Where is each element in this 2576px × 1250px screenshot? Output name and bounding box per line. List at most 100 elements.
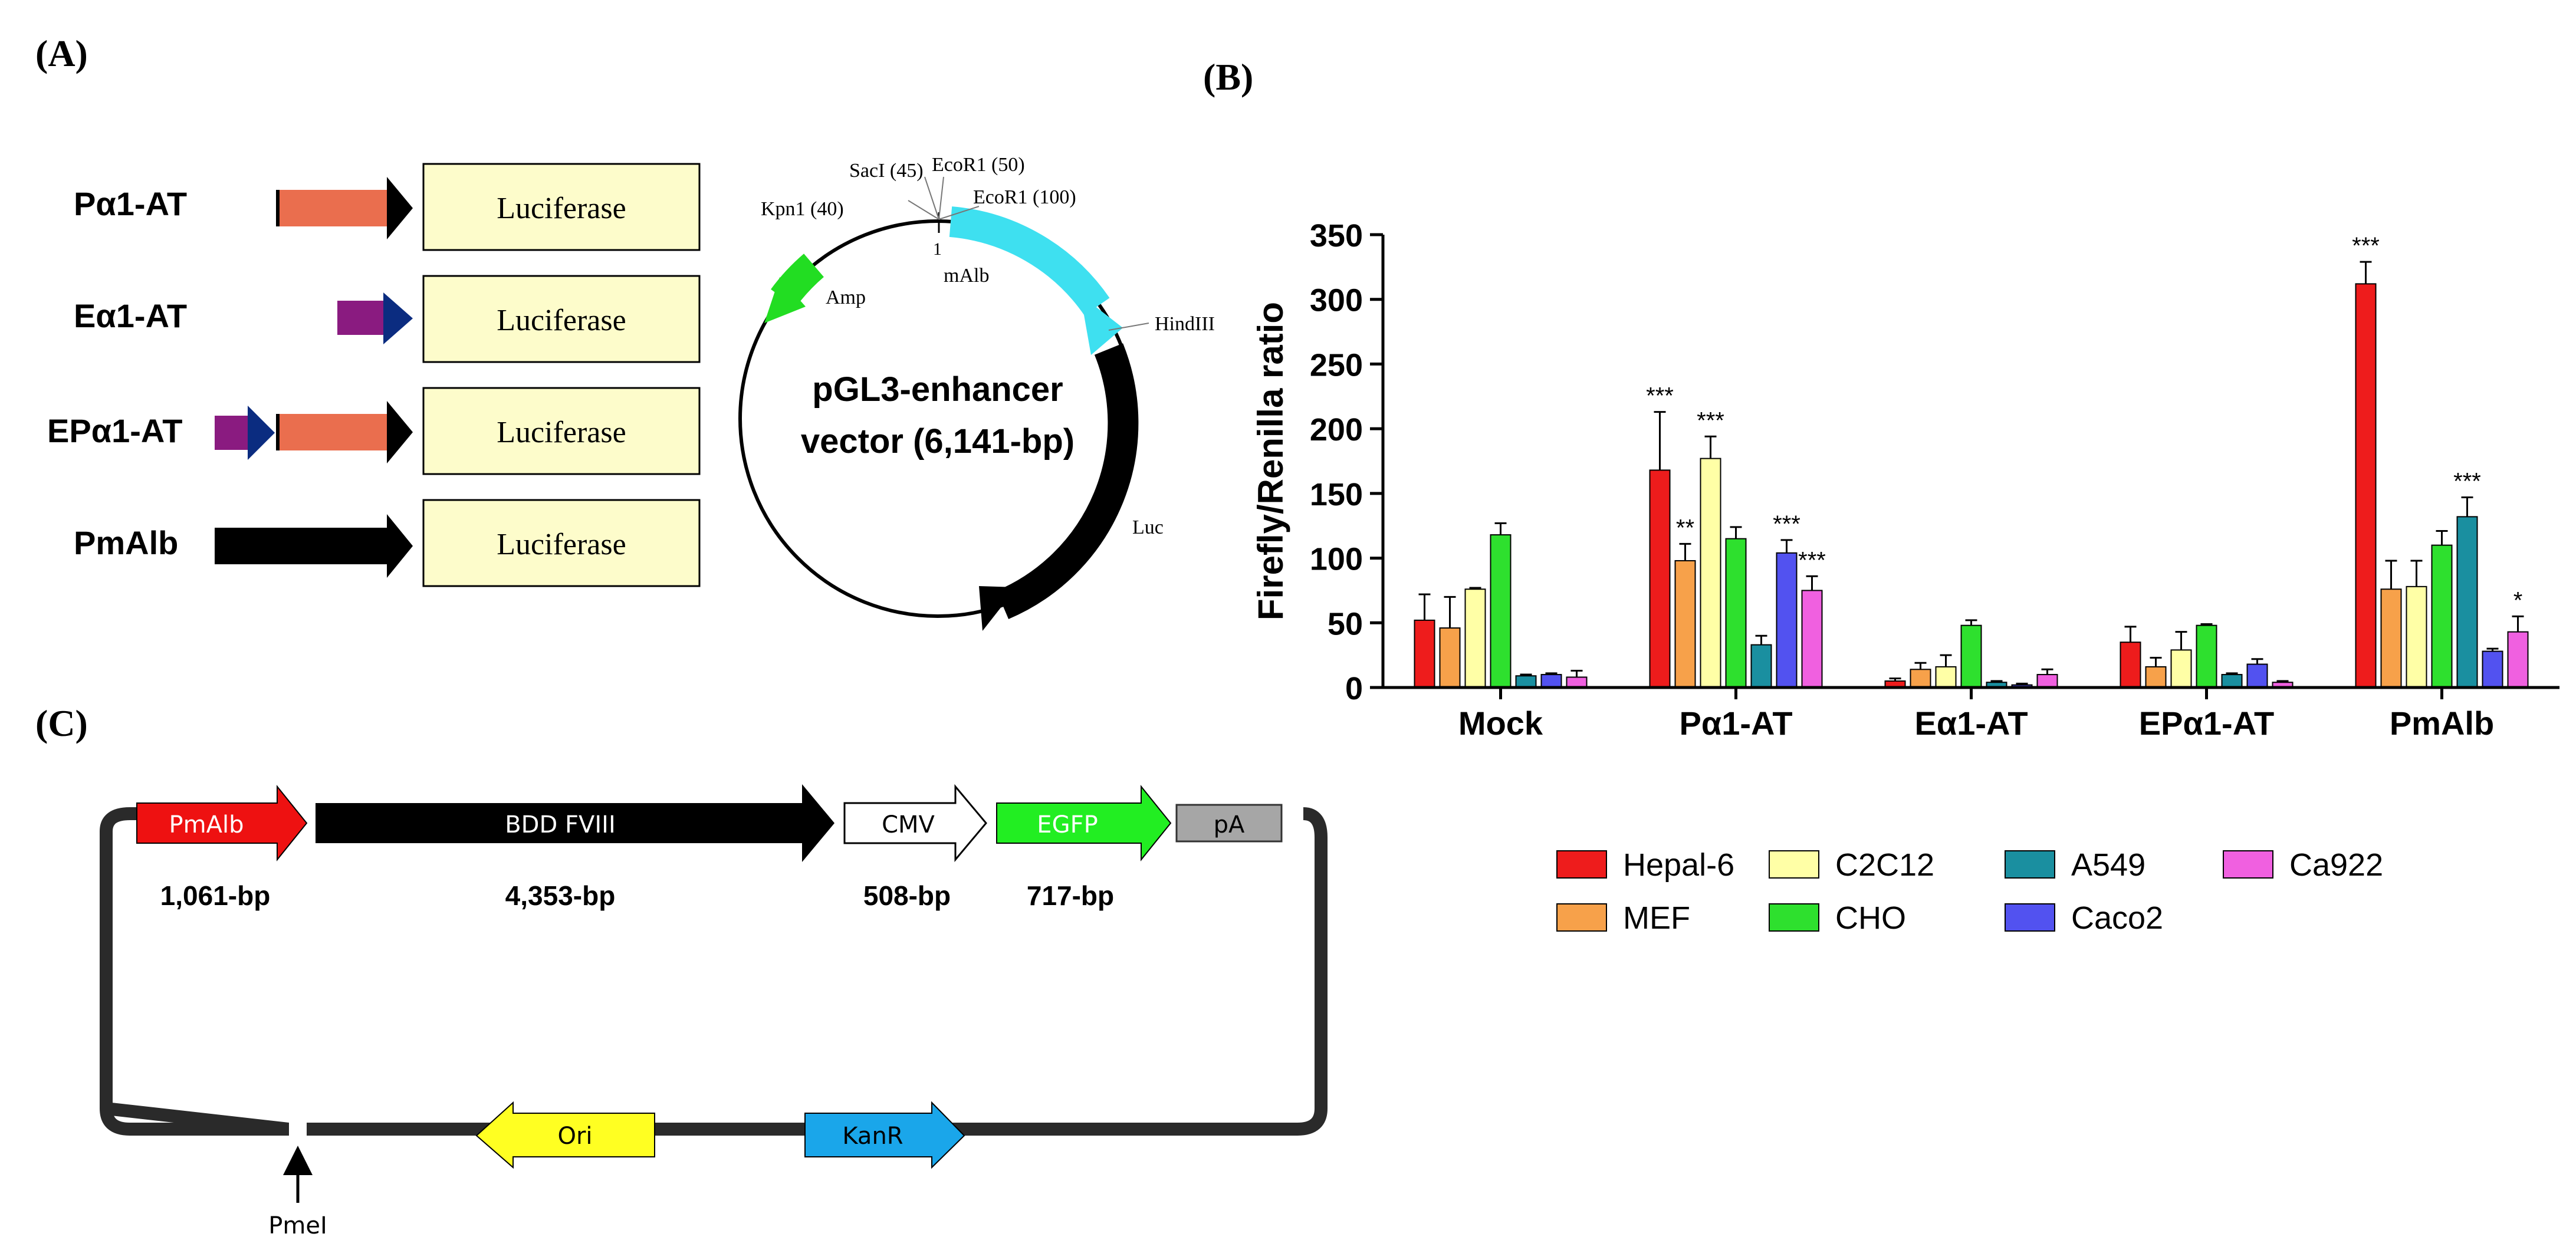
- bar-a549-3: [2221, 674, 2243, 688]
- malb-arrow: [1080, 295, 1123, 355]
- bar-mef-0: [1439, 627, 1461, 689]
- x-tick-label: EPα1-AT: [2139, 705, 2274, 742]
- feature-malb: mAlb: [944, 265, 989, 287]
- cmv-size: 508-bp: [863, 880, 951, 911]
- significance-label: ***: [2352, 233, 2380, 259]
- significance-label: ***: [1773, 511, 1800, 537]
- luciferase-label: Luciferase: [497, 416, 626, 449]
- legend-swatch-ca922: [2223, 850, 2273, 879]
- bar-hepal-6-1: [1649, 469, 1671, 688]
- egfp-size: 717-bp: [1027, 880, 1114, 911]
- luciferase-box: [422, 275, 701, 363]
- significance-label: **: [1676, 515, 1694, 541]
- feature-luc: Luc: [1132, 517, 1164, 538]
- bar-c2c12-2: [1935, 666, 1957, 689]
- egfp-label: EGFP: [1037, 811, 1098, 838]
- legend-swatch-c2c12: [1769, 850, 1819, 879]
- promoter-edge: [276, 414, 280, 450]
- legend-swatch-a549: [2005, 850, 2055, 879]
- fviii-element: [316, 784, 834, 862]
- legend-label-hepal-6: Hepal-6: [1623, 847, 1734, 883]
- y-tick-label: 200: [1310, 412, 1363, 448]
- significance-label: ***: [2453, 468, 2481, 494]
- bars: *********************: [1414, 233, 2529, 689]
- bar-a549-0: [1515, 675, 1537, 689]
- panel-label-c: (C): [35, 702, 88, 744]
- legend: Hepal-6 MEF C2C12 CHO A549 Caco2 Ca922: [1556, 847, 2383, 936]
- y-tick-label: 300: [1310, 283, 1363, 318]
- arrow-head: [387, 401, 413, 463]
- legend-label-cho: CHO: [1835, 900, 1906, 936]
- legend-swatch-hepal-6: [1556, 850, 1607, 879]
- bar-cho-4: [2431, 544, 2453, 689]
- enhancer-arrow: [248, 406, 275, 460]
- luciferase-box: [422, 163, 701, 251]
- fviii-size: 4,353-bp: [505, 880, 616, 911]
- panel-label-a: (A): [35, 32, 88, 74]
- bar-ca922-2: [2036, 674, 2058, 688]
- luciferase-box: [422, 387, 701, 475]
- site-ecor1-50: EcoR1 (50): [932, 154, 1025, 176]
- malb-segment: [949, 206, 1110, 315]
- site-hindiii: HindIII: [1155, 313, 1215, 335]
- kanr-label: KanR: [842, 1123, 903, 1150]
- bar-cho-0: [1490, 534, 1512, 688]
- plasmid-title-2: vector (6,141-bp): [801, 422, 1075, 460]
- x-tick-label: Mock: [1458, 705, 1543, 742]
- site-line: [938, 206, 980, 220]
- bar-caco2-4: [2482, 650, 2503, 689]
- enhancer-block: [337, 301, 387, 335]
- panel-c: PmAlb BDD FVIII CMV EGFP pA 1,061-bp 4,3…: [99, 784, 1328, 1239]
- y-axis-label: Firefly/Renilla ratio: [1251, 302, 1290, 620]
- bar-c2c12-3: [2170, 649, 2192, 689]
- bar-c2c12-0: [1464, 588, 1486, 689]
- legend-label-mef: MEF: [1623, 900, 1690, 936]
- bar-mef-2: [1910, 669, 1931, 689]
- site-saci: SacI (45): [849, 160, 924, 182]
- enhancer-block: [215, 416, 251, 450]
- significance-label: ***: [1798, 547, 1826, 573]
- arrow-head: [387, 177, 413, 239]
- bar-a549-4: [2456, 516, 2478, 689]
- bar-caco2-0: [1540, 674, 1562, 688]
- ori-label: Ori: [557, 1123, 592, 1150]
- promoter-block: [276, 190, 388, 226]
- bar-caco2-1: [1776, 552, 1798, 689]
- y-tick-label: 0: [1345, 671, 1363, 706]
- bar-hepal-6-3: [2120, 642, 2141, 688]
- amp-arrow: [764, 277, 806, 323]
- y-tick-label: 50: [1328, 606, 1363, 642]
- y-axis: 0 50 100 150 200 250 300 350: [1310, 218, 1385, 706]
- luc-arrow: [979, 586, 1017, 631]
- bar-a549-1: [1750, 644, 1772, 689]
- significance-label: ***: [1646, 383, 1674, 409]
- bar-mef-4: [2380, 588, 2402, 689]
- promoter-block: [276, 414, 388, 450]
- site-line: [908, 200, 939, 220]
- feature-amp: Amp: [826, 287, 866, 308]
- promoter-edge: [276, 190, 280, 226]
- luc-segment: [996, 343, 1139, 619]
- kanr-element: [804, 1101, 965, 1169]
- construct-label-4: PmAlb: [74, 524, 178, 561]
- fviii-label: BDD FVIII: [505, 811, 616, 838]
- luciferase-box: [422, 499, 701, 587]
- y-tick-label: 350: [1310, 218, 1363, 254]
- bar-cho-3: [2196, 624, 2217, 689]
- construct-label-2: Eα1-AT: [74, 297, 187, 334]
- legend-label-a549: A549: [2071, 847, 2145, 883]
- site-line: [1108, 323, 1149, 331]
- y-tick-label: 100: [1310, 542, 1363, 577]
- bar-hepal-6-4: [2355, 283, 2377, 688]
- site-line: [938, 176, 944, 220]
- legend-label-caco2: Caco2: [2071, 900, 2163, 936]
- x-axis: Mock Pα1-AT Eα1-AT EPα1-AT PmAlb: [1383, 686, 2559, 742]
- bar-cho-2: [1960, 624, 1982, 689]
- legend-label-ca922: Ca922: [2289, 847, 2383, 883]
- y-tick-label: 150: [1310, 477, 1363, 512]
- bar-mef-3: [2145, 666, 2167, 689]
- bar-ca922-0: [1566, 676, 1588, 688]
- significance-label: *: [2513, 587, 2523, 613]
- y-tick-label: 250: [1310, 347, 1363, 383]
